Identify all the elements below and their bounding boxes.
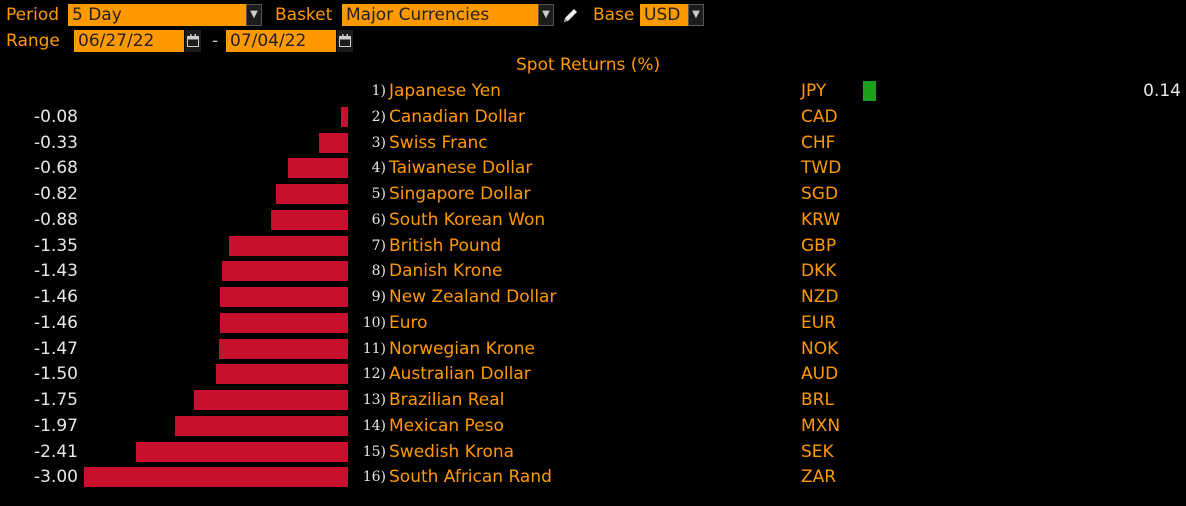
currency-name[interactable]: Danish Krone xyxy=(389,261,503,282)
bar-value-label: 0.14 xyxy=(1143,81,1181,101)
rank-label: 6) xyxy=(371,211,386,228)
currency-name[interactable]: Mexican Peso xyxy=(389,415,504,436)
bar-value-label: -0.08 xyxy=(34,106,78,127)
currency-name[interactable]: Swedish Krona xyxy=(389,441,515,462)
currency-code[interactable]: KRW xyxy=(801,209,841,230)
currency-code[interactable]: NZD xyxy=(801,287,839,307)
bar-value-label: -1.43 xyxy=(34,261,78,282)
bar-value-label: -1.35 xyxy=(34,235,78,256)
bar-value-label: -3.00 xyxy=(34,467,78,488)
bar-value-label: -1.75 xyxy=(34,390,78,410)
currency-code[interactable]: ZAR xyxy=(801,467,837,488)
bar-mxn xyxy=(174,415,348,436)
currency-code[interactable]: SEK xyxy=(801,441,834,462)
basket-select[interactable]: Major Currencies xyxy=(342,4,538,26)
rank-label: 8) xyxy=(371,263,386,280)
chart-title-text: Spot Returns (%) xyxy=(516,55,661,75)
rank-label: 4) xyxy=(371,160,386,177)
bar-aud xyxy=(216,364,348,385)
range-start-input[interactable]: 06/27/22 xyxy=(74,30,184,52)
bar-zar xyxy=(84,467,348,488)
bar-eur xyxy=(219,312,348,333)
bar-nzd xyxy=(219,287,348,307)
currency-code[interactable]: JPY xyxy=(801,81,827,101)
currency-name[interactable]: Australian Dollar xyxy=(389,364,531,385)
currency-code[interactable]: SGD xyxy=(801,184,839,204)
rank-label: 14) xyxy=(362,417,386,434)
currency-name[interactable]: Norwegian Krone xyxy=(389,338,535,359)
bar-krw xyxy=(270,209,348,230)
bar-value-label: -1.46 xyxy=(34,287,78,307)
bar-value-label: -2.41 xyxy=(34,441,78,462)
pencil-icon[interactable] xyxy=(561,5,581,29)
basket-label: Basket xyxy=(275,5,333,25)
currency-name[interactable]: Singapore Dollar xyxy=(389,184,531,204)
range-start-calendar-icon[interactable] xyxy=(185,30,201,52)
bar-value-label: -0.33 xyxy=(34,132,78,153)
rank-label: 10) xyxy=(362,314,386,331)
rank-label: 16) xyxy=(362,469,386,486)
rank-label: 1) xyxy=(371,83,386,99)
rank-label: 11) xyxy=(362,340,386,357)
bar-value-label: -1.97 xyxy=(34,415,78,436)
base-select[interactable]: USD xyxy=(640,4,688,26)
bar-nok xyxy=(218,338,348,359)
currency-code[interactable]: NOK xyxy=(801,338,839,359)
currency-name[interactable]: Taiwanese Dollar xyxy=(389,158,533,179)
range-label: Range xyxy=(6,31,60,51)
currency-code[interactable]: GBP xyxy=(801,235,837,256)
base-dropdown-arrow-icon[interactable]: ▼ xyxy=(688,4,704,26)
range-separator: - xyxy=(212,31,219,51)
currency-name[interactable]: Brazilian Real xyxy=(389,390,505,410)
currency-name[interactable]: New Zealand Dollar xyxy=(389,287,557,307)
currency-name[interactable]: Canadian Dollar xyxy=(389,106,525,127)
rank-label: 2) xyxy=(371,108,386,125)
bar-value-label: -0.82 xyxy=(34,184,78,204)
rank-label: 7) xyxy=(371,237,386,254)
bar-sgd xyxy=(275,184,348,204)
bar-value-label: -1.46 xyxy=(34,312,78,333)
bar-jpy xyxy=(863,81,876,101)
basket-dropdown-arrow-icon[interactable]: ▼ xyxy=(538,4,554,26)
currency-name[interactable]: South Korean Won xyxy=(389,209,546,230)
rank-label: 15) xyxy=(362,443,386,460)
bar-sek xyxy=(135,441,348,462)
bar-twd xyxy=(288,158,348,179)
currency-code[interactable]: MXN xyxy=(801,415,841,436)
range-end-calendar-icon[interactable] xyxy=(337,30,353,52)
bar-value-label: -1.47 xyxy=(34,338,78,359)
bar-value-label: -0.68 xyxy=(34,158,78,179)
bar-cad xyxy=(340,106,348,127)
currency-code[interactable]: TWD xyxy=(801,158,842,179)
currency-name[interactable]: Japanese Yen xyxy=(389,81,501,101)
currency-code[interactable]: EUR xyxy=(801,312,836,333)
currency-code[interactable]: CAD xyxy=(801,106,838,127)
rank-label: 3) xyxy=(371,134,386,151)
currency-code[interactable]: DKK xyxy=(801,261,837,282)
range-end-input[interactable]: 07/04/22 xyxy=(226,30,336,52)
currency-name[interactable]: Swiss Franc xyxy=(389,132,488,153)
currency-code[interactable]: BRL xyxy=(801,390,834,410)
period-select[interactable]: 5 Day xyxy=(68,4,246,26)
rank-label: 13) xyxy=(362,392,386,408)
base-label: Base xyxy=(593,5,635,25)
currency-name[interactable]: Euro xyxy=(389,312,428,333)
bar-dkk xyxy=(222,261,348,282)
bar-brl xyxy=(194,390,348,410)
bar-value-label: -0.88 xyxy=(34,209,78,230)
rank-label: 5) xyxy=(371,186,386,202)
bar-value-label: -1.50 xyxy=(34,364,78,385)
period-dropdown-arrow-icon[interactable]: ▼ xyxy=(246,4,262,26)
currency-name[interactable]: British Pound xyxy=(389,235,502,256)
rank-label: 12) xyxy=(362,366,386,383)
rank-label: 9) xyxy=(371,289,386,305)
currency-code[interactable]: AUD xyxy=(801,364,839,385)
bar-chf xyxy=(318,132,348,153)
bar-gbp xyxy=(229,235,348,256)
period-label: Period xyxy=(6,5,60,25)
currency-code[interactable]: CHF xyxy=(801,132,836,153)
currency-name[interactable]: South African Rand xyxy=(389,467,552,488)
